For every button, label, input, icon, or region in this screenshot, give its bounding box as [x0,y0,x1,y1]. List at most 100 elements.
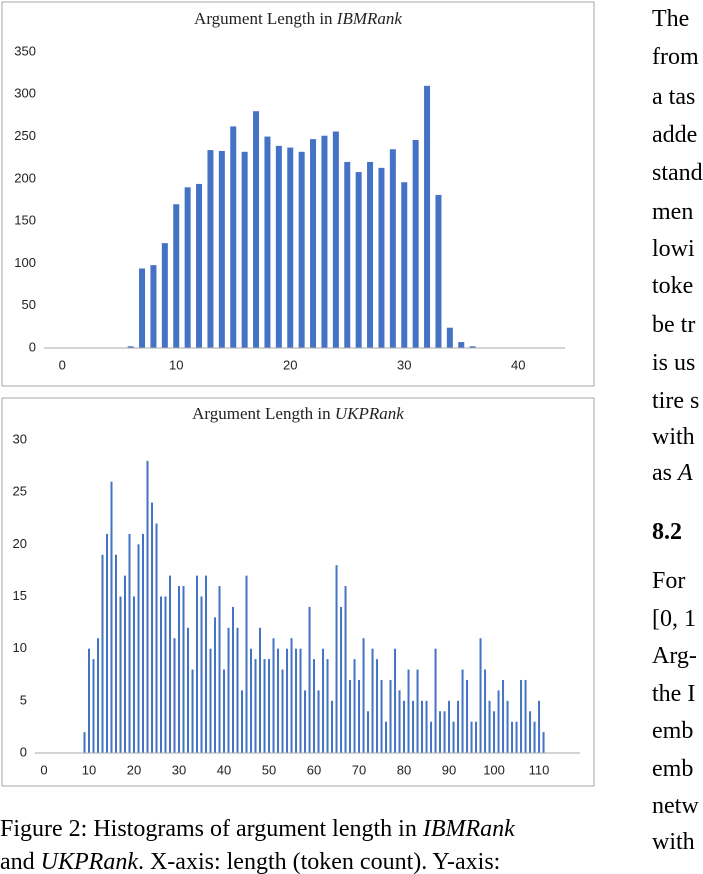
bar [511,721,514,753]
x-tick-label: 20 [283,357,297,372]
chart-title: Argument Length in IBMRank [194,9,402,28]
title-text: Argument Length in [192,404,331,423]
bar [403,700,406,753]
bar [101,554,104,753]
bar [218,586,221,753]
x-tick-label: 40 [217,762,231,777]
bar [200,596,203,753]
bar [223,669,226,753]
bar [475,721,478,753]
body-text: with [652,424,695,450]
x-tick-label: 40 [511,357,525,372]
bar [371,648,374,753]
bar [322,648,325,753]
bar [287,147,294,348]
bar [332,131,339,348]
x-tick-label: 60 [307,762,321,777]
body-text: as A [652,460,693,486]
bar [298,151,305,348]
caption-italic: IBMRank [422,816,515,842]
bar [230,126,237,349]
bar [469,346,476,348]
bar [139,268,146,348]
x-tick-label: 90 [442,762,456,777]
bar [416,669,419,753]
bar [321,135,328,348]
bar [290,638,293,753]
x-tick-label: 110 [529,762,550,777]
bar [277,648,280,753]
bar [196,575,199,753]
body-text: toke [652,273,694,299]
x-tick-label: 10 [169,357,183,372]
bar [389,149,396,348]
bar [340,606,343,753]
bar [457,700,460,753]
x-tick-label: 0 [59,357,66,372]
bar [524,679,527,753]
bar [398,690,401,753]
x-tick-label: 20 [127,762,141,777]
y-tick-label: 150 [14,213,36,228]
bar [92,659,95,753]
x-tick-label: 30 [397,357,411,372]
y-tick-label: 200 [14,170,36,185]
body-text: For [652,568,686,594]
bar [443,711,446,753]
bar [227,627,230,753]
y-tick-label: 5 [20,692,27,707]
bar [430,721,433,753]
x-tick-label: 50 [262,762,276,777]
y-tick-label: 300 [14,86,36,101]
bar [133,596,136,753]
title-italic: UKPRank [335,404,404,423]
bar [446,327,453,348]
bar [119,596,122,753]
body-text: be tr [652,312,696,338]
bar [281,669,284,753]
bar [394,648,397,753]
bar [362,638,365,753]
bar [207,150,214,348]
bar [466,679,469,753]
bar [304,690,307,753]
bar [150,265,157,348]
bar [367,711,370,753]
body-text: tire s [652,388,700,414]
bar [326,659,329,753]
x-tick-label: 70 [352,762,366,777]
bar [253,111,260,348]
caption-text: . X-axis: length (token count). Y-axis: [137,849,501,874]
body-text: The [652,6,690,32]
bar [115,554,118,753]
body-text: with [652,829,695,855]
bar [317,690,320,753]
x-tick-label: 30 [172,762,186,777]
body-text: emb [652,718,694,744]
bar [358,679,361,753]
bar [515,721,518,753]
bar [173,204,180,348]
bar [245,575,248,753]
bar [452,721,455,753]
bar [412,139,419,348]
bar [497,690,500,753]
body-text: [0, 1 [652,606,696,632]
y-tick-label: 25 [13,484,27,499]
bar [232,606,235,753]
bar [434,648,437,753]
bar [380,679,383,753]
bar [378,167,385,348]
bar [421,700,424,753]
y-tick-label: 50 [22,297,36,312]
body-text: adde [652,122,698,148]
bar [241,690,244,753]
bar [209,648,212,753]
bar [184,187,191,348]
bar [264,136,271,348]
bar [542,732,545,753]
bar [236,627,239,753]
bar [182,586,185,753]
italic-text: A [678,460,693,486]
x-tick-label: 0 [40,762,47,777]
